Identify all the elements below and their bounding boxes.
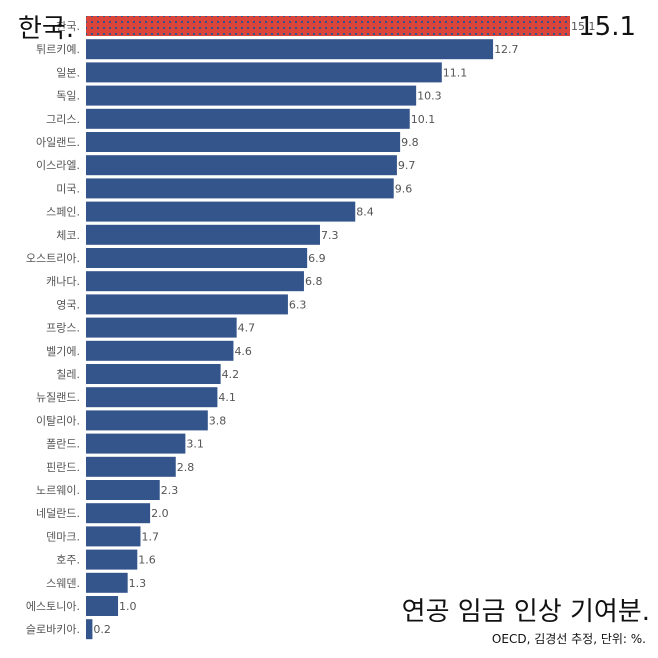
value-label-23: 1.6 xyxy=(138,554,156,567)
category-label-21: 네덜란드. xyxy=(36,507,80,520)
value-label-8: 8.4 xyxy=(356,206,374,219)
value-label-1: 12.7 xyxy=(494,43,519,56)
category-label-7: 미국. xyxy=(56,182,80,195)
bar-1 xyxy=(86,39,494,60)
bar-25 xyxy=(86,596,119,616)
value-label-10: 6.9 xyxy=(308,252,326,265)
value-label-24: 1.3 xyxy=(129,577,147,590)
value-label-3: 10.3 xyxy=(417,90,442,103)
bar-12 xyxy=(86,294,288,315)
bar-26 xyxy=(86,619,93,640)
category-label-25: 에스토니아. xyxy=(26,600,80,613)
value-label-2: 11.1 xyxy=(443,66,468,79)
value-label-22: 1.7 xyxy=(141,530,159,543)
value-label-20: 2.3 xyxy=(161,484,179,497)
bar-22 xyxy=(86,526,141,547)
bar-7 xyxy=(86,178,394,199)
bar-5 xyxy=(86,132,401,152)
bar-13 xyxy=(86,317,237,338)
category-label-13: 프랑스. xyxy=(46,322,80,335)
category-label-18: 폴란드. xyxy=(46,438,80,451)
value-label-14: 4.6 xyxy=(234,345,252,358)
value-label-12: 6.3 xyxy=(289,298,307,311)
category-label-19: 핀란드. xyxy=(46,461,80,474)
category-label-24: 스웨덴. xyxy=(46,577,80,590)
bar-19 xyxy=(86,456,176,477)
category-label-1: 튀르키예. xyxy=(36,43,80,56)
bar-2 xyxy=(86,62,442,83)
category-label-6: 이스라엘. xyxy=(36,159,80,172)
chart-source: OECD, 김경선 추정, 단위: %. xyxy=(491,632,646,646)
bar-21 xyxy=(86,503,151,524)
bar-4 xyxy=(86,108,410,129)
category-label-26: 슬로바키아. xyxy=(26,623,80,636)
value-label-18: 3.1 xyxy=(186,438,204,451)
value-label-7: 9.6 xyxy=(395,182,413,195)
category-label-22: 덴마크. xyxy=(46,530,80,543)
value-label-5: 9.8 xyxy=(401,136,419,149)
bar-6 xyxy=(86,155,397,176)
value-label-26: 0.2 xyxy=(93,623,111,636)
bar-15 xyxy=(86,364,221,384)
bar-16 xyxy=(86,387,218,408)
category-label-9: 체코. xyxy=(56,229,80,242)
value-label-19: 2.8 xyxy=(177,461,195,474)
category-label-16: 뉴질랜드. xyxy=(36,391,80,404)
bar-17 xyxy=(86,410,208,431)
value-label-16: 4.1 xyxy=(218,391,236,404)
value-label-17: 3.8 xyxy=(209,414,227,427)
bar-18 xyxy=(86,433,186,454)
category-label-11: 캐나다. xyxy=(46,275,80,288)
category-label-12: 영국. xyxy=(56,298,80,311)
category-label-15: 칠레. xyxy=(56,368,80,381)
bar-9 xyxy=(86,224,320,245)
value-label-21: 2.0 xyxy=(151,507,169,520)
chart-title: 연공 임금 인상 기여분. xyxy=(401,597,650,627)
category-label-14: 벨기에. xyxy=(46,345,80,358)
bar-20 xyxy=(86,480,160,500)
bar-3 xyxy=(86,85,417,106)
value-label-13: 4.7 xyxy=(238,322,256,335)
bar-23 xyxy=(86,549,138,570)
value-label-15: 4.2 xyxy=(222,368,240,381)
value-label-25: 1.0 xyxy=(119,600,137,613)
bar-24 xyxy=(86,572,128,593)
category-label-20: 노르웨이. xyxy=(36,484,80,497)
value-label-0: 15.1 xyxy=(571,20,596,33)
category-label-10: 오스트리아. xyxy=(26,252,80,265)
highlight-country-label: 한국. xyxy=(18,14,75,44)
value-label-6: 9.7 xyxy=(398,159,416,172)
category-label-17: 이탈리아. xyxy=(36,414,80,427)
category-label-3: 독일. xyxy=(56,89,80,103)
bar-14 xyxy=(86,340,234,361)
category-label-23: 호주. xyxy=(56,554,80,567)
category-label-2: 일본. xyxy=(56,65,80,79)
bar-8 xyxy=(86,201,356,222)
bar-11 xyxy=(86,271,304,292)
category-label-0: 한국. xyxy=(56,20,80,33)
bar-10 xyxy=(86,248,308,268)
value-label-9: 7.3 xyxy=(321,229,339,242)
highlight-value-label: 15.1 xyxy=(578,12,636,42)
value-label-4: 10.1 xyxy=(411,113,436,126)
value-label-11: 6.8 xyxy=(305,275,323,288)
category-label-8: 스페인. xyxy=(46,206,80,219)
bar-0 xyxy=(86,16,570,36)
category-label-4: 그리스. xyxy=(46,113,80,126)
category-label-5: 아일랜드. xyxy=(36,135,80,149)
